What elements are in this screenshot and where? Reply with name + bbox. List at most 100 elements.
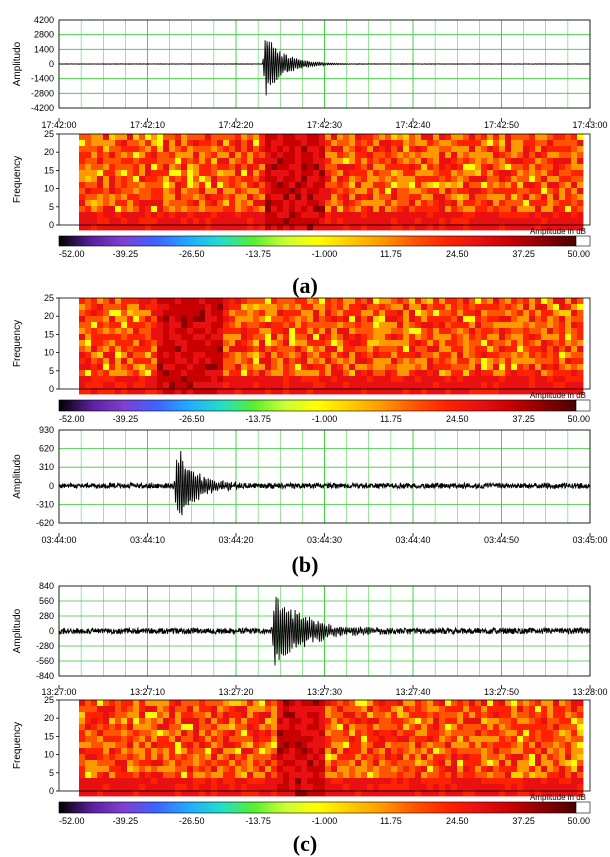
spec-cell bbox=[133, 748, 140, 755]
spec-cell bbox=[253, 188, 260, 195]
spec-cell bbox=[169, 346, 176, 353]
spec-cell bbox=[385, 188, 392, 195]
spec-cell bbox=[115, 158, 122, 165]
spec-cell bbox=[529, 700, 536, 707]
spec-cell bbox=[139, 146, 146, 153]
spec-cell bbox=[97, 352, 104, 359]
spec-cell bbox=[313, 164, 320, 171]
spec-cell bbox=[547, 742, 554, 749]
colorbar-label: Amplitude in dB bbox=[530, 227, 586, 236]
spec-cell bbox=[313, 340, 320, 347]
spec-cell bbox=[337, 206, 344, 213]
spec-cell bbox=[391, 200, 398, 207]
spec-cell bbox=[421, 310, 428, 317]
spec-cell bbox=[97, 730, 104, 737]
spec-cell bbox=[463, 718, 470, 725]
spec-cell bbox=[379, 730, 386, 737]
spec-cell bbox=[313, 212, 320, 219]
spec-cell bbox=[157, 772, 164, 779]
spec-cell bbox=[133, 766, 140, 773]
spec-cell bbox=[385, 700, 392, 707]
spec-cell bbox=[235, 700, 242, 707]
spec-cell bbox=[547, 790, 554, 797]
spec-cell bbox=[433, 218, 440, 225]
spec-cell bbox=[337, 140, 344, 147]
spec-cell bbox=[187, 164, 194, 171]
spec-cell bbox=[331, 784, 338, 791]
colorbar-tick-label: -1.000 bbox=[312, 249, 338, 259]
spec-cell bbox=[271, 772, 278, 779]
spec-cell bbox=[367, 164, 374, 171]
spec-cell bbox=[451, 730, 458, 737]
spec-cell bbox=[547, 200, 554, 207]
spec-cell bbox=[577, 766, 584, 773]
spec-cell bbox=[355, 164, 362, 171]
spec-cell bbox=[163, 328, 170, 335]
spec-cell bbox=[133, 212, 140, 219]
spec-cell bbox=[79, 188, 86, 195]
spec-cell bbox=[181, 164, 188, 171]
spec-cell bbox=[505, 152, 512, 159]
spec-cell bbox=[385, 134, 392, 141]
spec-cell bbox=[463, 352, 470, 359]
spec-cell bbox=[151, 772, 158, 779]
spec-cell bbox=[295, 334, 302, 341]
spec-cell bbox=[481, 194, 488, 201]
spec-cell bbox=[205, 322, 212, 329]
spec-cell bbox=[145, 194, 152, 201]
spec-cell bbox=[439, 388, 446, 395]
spec-cell bbox=[247, 170, 254, 177]
spec-cell bbox=[265, 304, 272, 311]
spec-cell bbox=[559, 328, 566, 335]
spec-cell bbox=[307, 742, 314, 749]
spec-cell bbox=[463, 700, 470, 707]
spec-cell bbox=[157, 140, 164, 147]
spec-cell bbox=[91, 212, 98, 219]
spec-cell bbox=[403, 790, 410, 797]
spec-cell bbox=[91, 700, 98, 707]
spec-cell bbox=[475, 340, 482, 347]
spec-cell bbox=[349, 706, 356, 713]
spec-cell bbox=[127, 212, 134, 219]
spec-cell bbox=[505, 742, 512, 749]
spec-cell bbox=[469, 748, 476, 755]
spec-cell bbox=[565, 316, 572, 323]
spec-cell bbox=[169, 754, 176, 761]
spec-cell bbox=[121, 724, 128, 731]
spec-cell bbox=[571, 182, 578, 189]
spec-cell bbox=[85, 146, 92, 153]
spec-cell bbox=[409, 134, 416, 141]
spec-cell bbox=[559, 346, 566, 353]
spec-cell bbox=[343, 706, 350, 713]
spec-cell bbox=[451, 712, 458, 719]
spec-cell bbox=[217, 194, 224, 201]
spec-ylabel: Frequency bbox=[12, 156, 23, 203]
spec-cell bbox=[169, 388, 176, 395]
spec-cell bbox=[163, 718, 170, 725]
spec-cell bbox=[409, 706, 416, 713]
spec-cell bbox=[439, 194, 446, 201]
spec-cell bbox=[409, 152, 416, 159]
spec-cell bbox=[283, 754, 290, 761]
spec-cell bbox=[181, 146, 188, 153]
spec-cell bbox=[157, 724, 164, 731]
spec-cell bbox=[547, 712, 554, 719]
spec-cell bbox=[439, 358, 446, 365]
spec-cell bbox=[313, 206, 320, 213]
spec-cell bbox=[541, 724, 548, 731]
spec-cell bbox=[349, 304, 356, 311]
spec-cell bbox=[253, 298, 260, 305]
spec-cell bbox=[145, 388, 152, 395]
spec-cell bbox=[127, 176, 134, 183]
spec-cell bbox=[421, 364, 428, 371]
spec-cell bbox=[193, 790, 200, 797]
spec-cell bbox=[421, 188, 428, 195]
spec-cell bbox=[451, 790, 458, 797]
spec-cell bbox=[175, 212, 182, 219]
spec-cell bbox=[511, 370, 518, 377]
spec-cell bbox=[235, 322, 242, 329]
spec-cell bbox=[493, 322, 500, 329]
spec-cell bbox=[211, 218, 218, 225]
spec-cell bbox=[241, 134, 248, 141]
spec-cell bbox=[541, 176, 548, 183]
